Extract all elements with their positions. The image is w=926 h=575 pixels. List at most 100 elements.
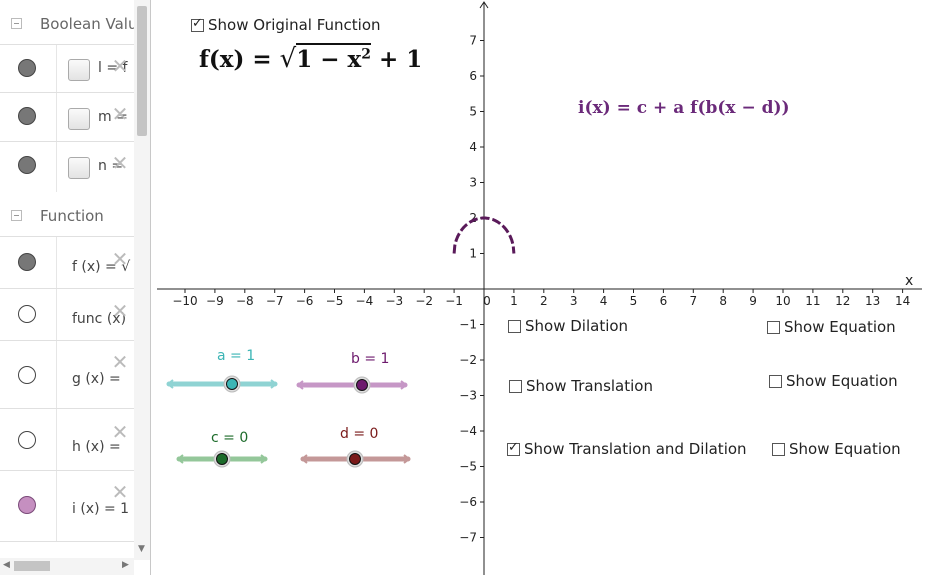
show-original-label: Show Original Function [208, 16, 381, 34]
x-tick-label: −4 [356, 294, 374, 308]
x-tick-label: 11 [805, 294, 820, 308]
show-equation-label: Show Equation [784, 318, 896, 336]
slider-knob[interactable] [216, 453, 228, 465]
y-tick-label: −4 [459, 424, 477, 438]
visibility-marble-icon[interactable] [18, 107, 36, 125]
object-definition: g (x) = [72, 371, 121, 387]
boolean-checkbox[interactable] [68, 157, 90, 179]
slider-arrow-right-icon [260, 454, 268, 464]
function-group-header[interactable]: Function [0, 197, 134, 237]
show-equation-combined-checkbox[interactable] [772, 443, 785, 456]
show-equation-dilation-checkbox[interactable] [767, 321, 780, 334]
x-tick-label: 5 [630, 294, 638, 308]
scroll-thumb[interactable] [137, 6, 147, 136]
list-item[interactable]: f (x) = √ ✕ [0, 236, 134, 289]
horizontal-scrollbar[interactable]: ◀ ▶ [0, 558, 134, 575]
show-translation-dilation-checkbox[interactable] [507, 440, 520, 456]
group-label: Function [40, 207, 104, 225]
slider-arrow-left-icon [166, 379, 174, 389]
slider-arrow-right-icon [400, 380, 408, 390]
show-translation-dilation-label: Show Translation and Dilation [524, 440, 747, 458]
y-tick-label: 7 [469, 34, 477, 48]
visibility-marble-icon[interactable] [18, 253, 36, 271]
slider-arrow-right-icon [403, 454, 411, 464]
delete-icon[interactable]: ✕ [111, 102, 129, 126]
visibility-marble-icon[interactable] [18, 156, 36, 174]
slider-a-label: a = 1 [217, 348, 256, 364]
collapse-icon[interactable] [11, 210, 22, 221]
show-equation-translation-checkbox[interactable] [769, 375, 782, 388]
x-tick-label: 9 [749, 294, 757, 308]
slider-c-label: c = 0 [211, 430, 249, 446]
y-tick-label: 4 [469, 140, 477, 154]
delete-icon[interactable]: ✕ [111, 151, 129, 175]
x-tick-label: 13 [865, 294, 880, 308]
y-tick-label: 2 [469, 211, 477, 225]
x-tick-label: −5 [326, 294, 344, 308]
list-item[interactable]: g (x) = ✕ [0, 340, 134, 409]
list-item[interactable]: func (x) ✕ [0, 288, 134, 341]
algebra-view[interactable]: Boolean Valu l = f ✕ m = ✕ n = ✕ Functio… [0, 0, 151, 575]
object-definition: i (x) = 1 [72, 501, 130, 517]
visibility-marble-icon[interactable] [18, 366, 36, 384]
boolean-checkbox[interactable] [68, 108, 90, 130]
x-axis-label: x [905, 273, 913, 289]
y-tick-label: 3 [469, 176, 477, 190]
show-translation-checkbox[interactable] [509, 380, 522, 393]
collapse-icon[interactable] [11, 18, 22, 29]
object-definition: l = f [98, 60, 128, 76]
list-item[interactable]: i (x) = 1 ✕ [0, 470, 134, 542]
show-dilation-label: Show Dilation [525, 317, 629, 335]
boolean-checkbox[interactable] [68, 59, 90, 81]
show-translation-label: Show Translation [526, 377, 653, 395]
y-tick-label: −1 [459, 318, 477, 332]
scroll-left-arrow-icon[interactable]: ◀ [3, 560, 10, 570]
slider-d-label: d = 0 [340, 426, 379, 442]
x-tick-label: 8 [719, 294, 727, 308]
y-tick-label: −2 [459, 353, 477, 367]
y-tick-label: −7 [459, 531, 477, 545]
delete-icon[interactable]: ✕ [111, 54, 129, 78]
list-item[interactable]: h (x) = ✕ [0, 408, 134, 471]
slider-arrow-left-icon [176, 454, 184, 464]
x-tick-label: −8 [236, 294, 254, 308]
function-curve-i [452, 216, 516, 254]
delete-icon[interactable]: ✕ [111, 350, 129, 374]
delete-icon[interactable]: ✕ [111, 247, 129, 271]
x-tick-label: −9 [206, 294, 224, 308]
slider-knob[interactable] [356, 379, 368, 391]
show-dilation-checkbox[interactable] [508, 320, 521, 333]
boolean-group-header[interactable]: Boolean Valu [0, 5, 137, 45]
list-item[interactable]: l = f ✕ [0, 44, 134, 93]
slider-arrow-left-icon [300, 454, 308, 464]
scroll-right-arrow-icon[interactable]: ▶ [122, 560, 129, 570]
y-axis-arrow-icon [479, 1, 489, 9]
slider-b-label: b = 1 [351, 351, 390, 367]
scroll-thumb[interactable] [14, 561, 50, 571]
delete-icon[interactable]: ✕ [111, 480, 129, 504]
vertical-scrollbar[interactable]: ▼ [134, 0, 150, 560]
object-definition: n = [98, 158, 124, 174]
object-definition: func (x) [72, 311, 127, 327]
scroll-down-arrow-icon[interactable]: ▼ [138, 544, 145, 554]
visibility-marble-icon[interactable] [18, 431, 36, 449]
show-original-checkbox[interactable] [191, 16, 204, 32]
list-item[interactable]: m = ✕ [0, 92, 134, 142]
x-tick-label: 12 [835, 294, 850, 308]
x-tick-label: 6 [660, 294, 668, 308]
slider-knob[interactable] [349, 453, 361, 465]
delete-icon[interactable]: ✕ [111, 420, 129, 444]
slider-knob[interactable] [226, 378, 238, 390]
visibility-marble-icon[interactable] [18, 305, 36, 323]
y-tick-label: 6 [469, 69, 477, 83]
object-definition: h (x) = [72, 439, 121, 455]
visibility-marble-icon[interactable] [18, 59, 36, 77]
radicand: 1 − x2 [296, 43, 372, 73]
delete-icon[interactable]: ✕ [111, 299, 129, 323]
y-tick-label: −5 [459, 460, 477, 474]
x-tick-label: 7 [689, 294, 697, 308]
graphics-view[interactable]: x −10 −9 −8 −7 −6 −5 −4 −3 −2 −1 0 1 2 3 4 5 6 7 8 9 10 11 12 13… [155, 0, 926, 575]
visibility-marble-icon[interactable] [18, 496, 36, 514]
list-item[interactable]: n = ✕ [0, 141, 134, 192]
sqrt-sign-icon: √ [279, 44, 297, 74]
